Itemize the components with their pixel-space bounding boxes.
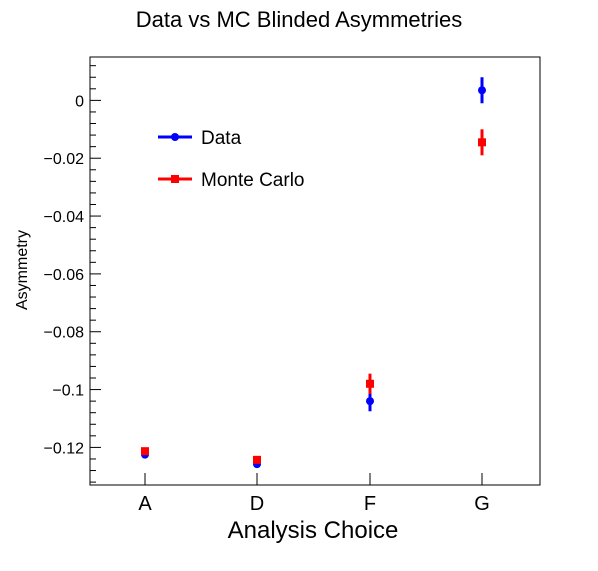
data-point: [478, 86, 486, 95]
chart-title: Data vs MC Blinded Asymmetries: [136, 7, 462, 32]
x-tick-label: G: [474, 493, 490, 515]
x-tick-label: D: [250, 493, 264, 515]
y-tick-label: −0.12: [44, 440, 85, 457]
data-point: [366, 397, 374, 406]
legend-marker: [171, 133, 179, 141]
legend: Data Monte Carlo: [158, 128, 305, 191]
legend-label: Data: [201, 128, 242, 149]
x-axis-label: Analysis Choice: [228, 517, 399, 544]
x-tick-label: F: [364, 493, 376, 515]
data-point: [253, 455, 261, 464]
y-tick-label: −0.08: [44, 325, 85, 342]
legend-marker: [171, 175, 179, 183]
series-monte-carlo: [141, 129, 486, 464]
data-point: [141, 447, 149, 456]
data-marks: [141, 77, 486, 469]
y-axis-label: Asymmetry: [14, 230, 31, 310]
series-data: [141, 77, 486, 469]
x-tick-label: A: [138, 493, 152, 515]
y-axis: 0 −0.02 −0.04 −0.06 −0.08 −0.1 −0.12: [44, 65, 101, 483]
data-point: [366, 379, 374, 388]
y-tick-label: 0: [75, 93, 84, 110]
y-tick-label: −0.04: [44, 209, 85, 226]
y-tick-label: −0.02: [44, 151, 85, 168]
legend-label: Monte Carlo: [201, 170, 305, 191]
plot-frame: [89, 56, 541, 486]
y-tick-label: −0.06: [44, 267, 85, 284]
y-tick-label: −0.1: [52, 383, 84, 400]
data-point: [478, 138, 486, 147]
